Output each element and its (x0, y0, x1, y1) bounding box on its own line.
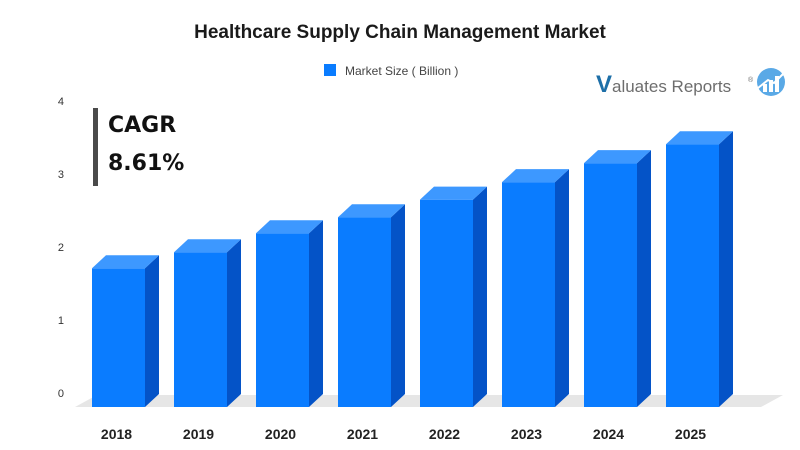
cagr-value: 8.61% (108, 151, 184, 176)
bar-2025 (666, 131, 733, 407)
x-tick-label: 2021 (347, 426, 378, 442)
bar (584, 163, 637, 407)
legend: Market Size ( Billion ) (324, 64, 458, 78)
cagr-label: CAGR (108, 113, 176, 138)
bars (92, 131, 733, 407)
chart-title: Healthcare Supply Chain Management Marke… (194, 22, 606, 43)
bar-top (338, 204, 405, 218)
y-tick-label: 2 (58, 242, 64, 254)
bar-side (473, 186, 487, 407)
bar-2018 (92, 255, 159, 407)
bar-top (256, 220, 323, 234)
logo-chart-icon (757, 68, 785, 96)
bar-2024 (584, 150, 651, 407)
bar (256, 233, 309, 407)
bar (338, 217, 391, 407)
x-axis-ticks: 2018 2019 2020 2021 2022 2023 2024 2025 (101, 426, 706, 442)
bar (502, 182, 555, 407)
x-tick-label: 2020 (265, 426, 296, 442)
legend-swatch (324, 64, 336, 76)
logo-text: aluates Reports (612, 77, 731, 96)
bar-side (555, 169, 569, 407)
x-tick-label: 2023 (511, 426, 542, 442)
bar (666, 144, 719, 407)
bar-top (420, 186, 487, 200)
bar-2020 (256, 220, 323, 407)
bar-side (309, 220, 323, 407)
y-axis-ticks: 0 1 2 3 4 (58, 96, 64, 400)
logo-registered-mark: ® (748, 76, 754, 84)
cagr-annotation: CAGR 8.61% (93, 108, 184, 186)
bar (174, 252, 227, 407)
x-tick-label: 2022 (429, 426, 460, 442)
y-tick-label: 4 (58, 96, 64, 108)
bar-side (391, 204, 405, 407)
x-tick-label: 2025 (675, 426, 706, 442)
cagr-bar (93, 108, 98, 186)
x-tick-label: 2018 (101, 426, 132, 442)
bar-2019 (174, 239, 241, 407)
x-tick-label: 2024 (593, 426, 624, 442)
bar-2021 (338, 204, 405, 407)
y-tick-label: 3 (58, 169, 64, 181)
bar-top (174, 239, 241, 253)
bar-top (92, 255, 159, 269)
bar-2022 (420, 186, 487, 407)
bar (420, 199, 473, 407)
bar-top (502, 169, 569, 183)
bar (92, 268, 145, 407)
y-tick-label: 1 (58, 315, 64, 327)
bar-2023 (502, 169, 569, 407)
y-tick-label: 0 (58, 388, 64, 400)
legend-label: Market Size ( Billion ) (345, 64, 458, 78)
bar-side (637, 150, 651, 407)
logo-v-letter: V (596, 71, 612, 98)
x-tick-label: 2019 (183, 426, 214, 442)
bar-side (145, 255, 159, 407)
bar-top (666, 131, 733, 145)
bar-side (719, 131, 733, 407)
logo: V aluates Reports ® (596, 68, 785, 98)
bar-side (227, 239, 241, 407)
bar-top (584, 150, 651, 164)
